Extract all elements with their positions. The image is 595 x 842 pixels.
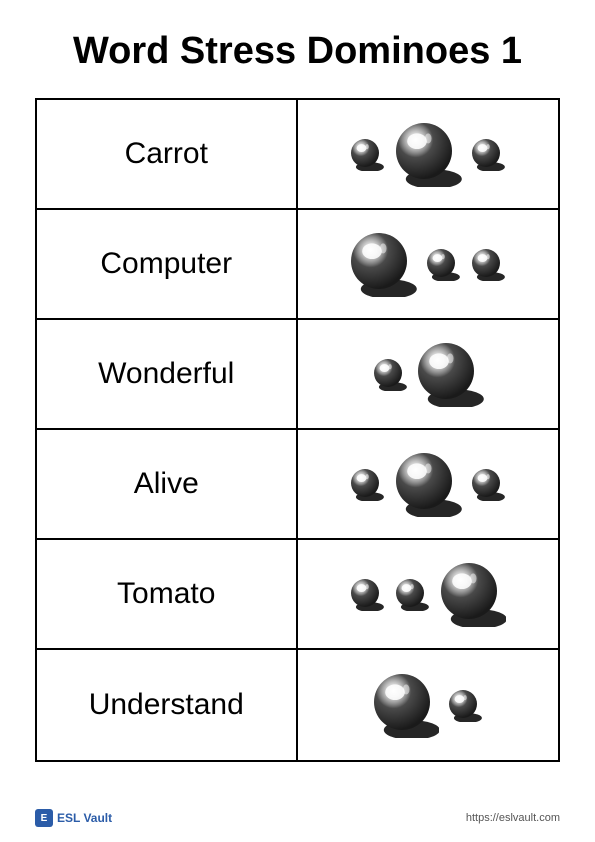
word-cell: Computer xyxy=(37,210,298,318)
word-cell: Wonderful xyxy=(37,320,298,428)
stress-sphere-small-icon xyxy=(425,247,462,282)
domino-row: Carrot xyxy=(37,100,558,210)
stress-sphere-small-icon xyxy=(447,688,484,723)
stress-sphere-large-icon xyxy=(394,451,462,517)
brand-text: ESL Vault xyxy=(57,811,112,825)
word-cell: Carrot xyxy=(37,100,298,208)
footer: E ESL Vault https://eslvault.com xyxy=(35,809,560,827)
word-cell: Tomato xyxy=(37,540,298,648)
stress-sphere-large-icon xyxy=(439,561,507,627)
domino-row: Understand xyxy=(37,650,558,760)
stress-sphere-small-icon xyxy=(394,577,431,612)
stress-sphere-small-icon xyxy=(349,137,386,172)
domino-grid: Carrot xyxy=(35,98,560,762)
stress-sphere-large-icon xyxy=(372,672,440,738)
stress-pattern-cell xyxy=(298,100,559,208)
brand-icon: E xyxy=(35,809,53,827)
stress-pattern-cell xyxy=(298,210,559,318)
page-title: Word Stress Dominoes 1 xyxy=(35,30,560,73)
stress-sphere-large-icon xyxy=(416,341,484,407)
stress-pattern-cell xyxy=(298,650,559,760)
domino-row: Wonderful xyxy=(37,320,558,430)
stress-sphere-large-icon xyxy=(394,121,462,187)
stress-sphere-small-icon xyxy=(470,247,507,282)
footer-brand: E ESL Vault xyxy=(35,809,112,827)
domino-row: Computer xyxy=(37,210,558,320)
stress-sphere-small-icon xyxy=(349,467,386,502)
stress-sphere-small-icon xyxy=(349,577,386,612)
stress-sphere-small-icon xyxy=(372,357,409,392)
word-cell: Understand xyxy=(37,650,298,760)
domino-row: Alive xyxy=(37,430,558,540)
footer-url: https://eslvault.com xyxy=(466,812,560,824)
stress-pattern-cell xyxy=(298,320,559,428)
stress-pattern-cell xyxy=(298,430,559,538)
stress-sphere-small-icon xyxy=(470,137,507,172)
domino-row: Tomato xyxy=(37,540,558,650)
word-cell: Alive xyxy=(37,430,298,538)
stress-pattern-cell xyxy=(298,540,559,648)
stress-sphere-large-icon xyxy=(349,231,417,297)
stress-sphere-small-icon xyxy=(470,467,507,502)
